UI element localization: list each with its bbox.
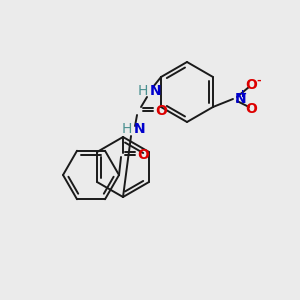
Text: O: O [137,148,149,162]
Text: O: O [245,78,257,92]
Text: O: O [245,102,257,116]
Text: H: H [122,122,132,136]
Text: N: N [134,122,146,136]
Text: +: + [238,89,247,99]
Text: -: - [257,76,261,86]
Text: N: N [235,92,247,106]
Text: N: N [150,84,162,98]
Text: O: O [155,104,167,118]
Text: H: H [138,84,148,98]
